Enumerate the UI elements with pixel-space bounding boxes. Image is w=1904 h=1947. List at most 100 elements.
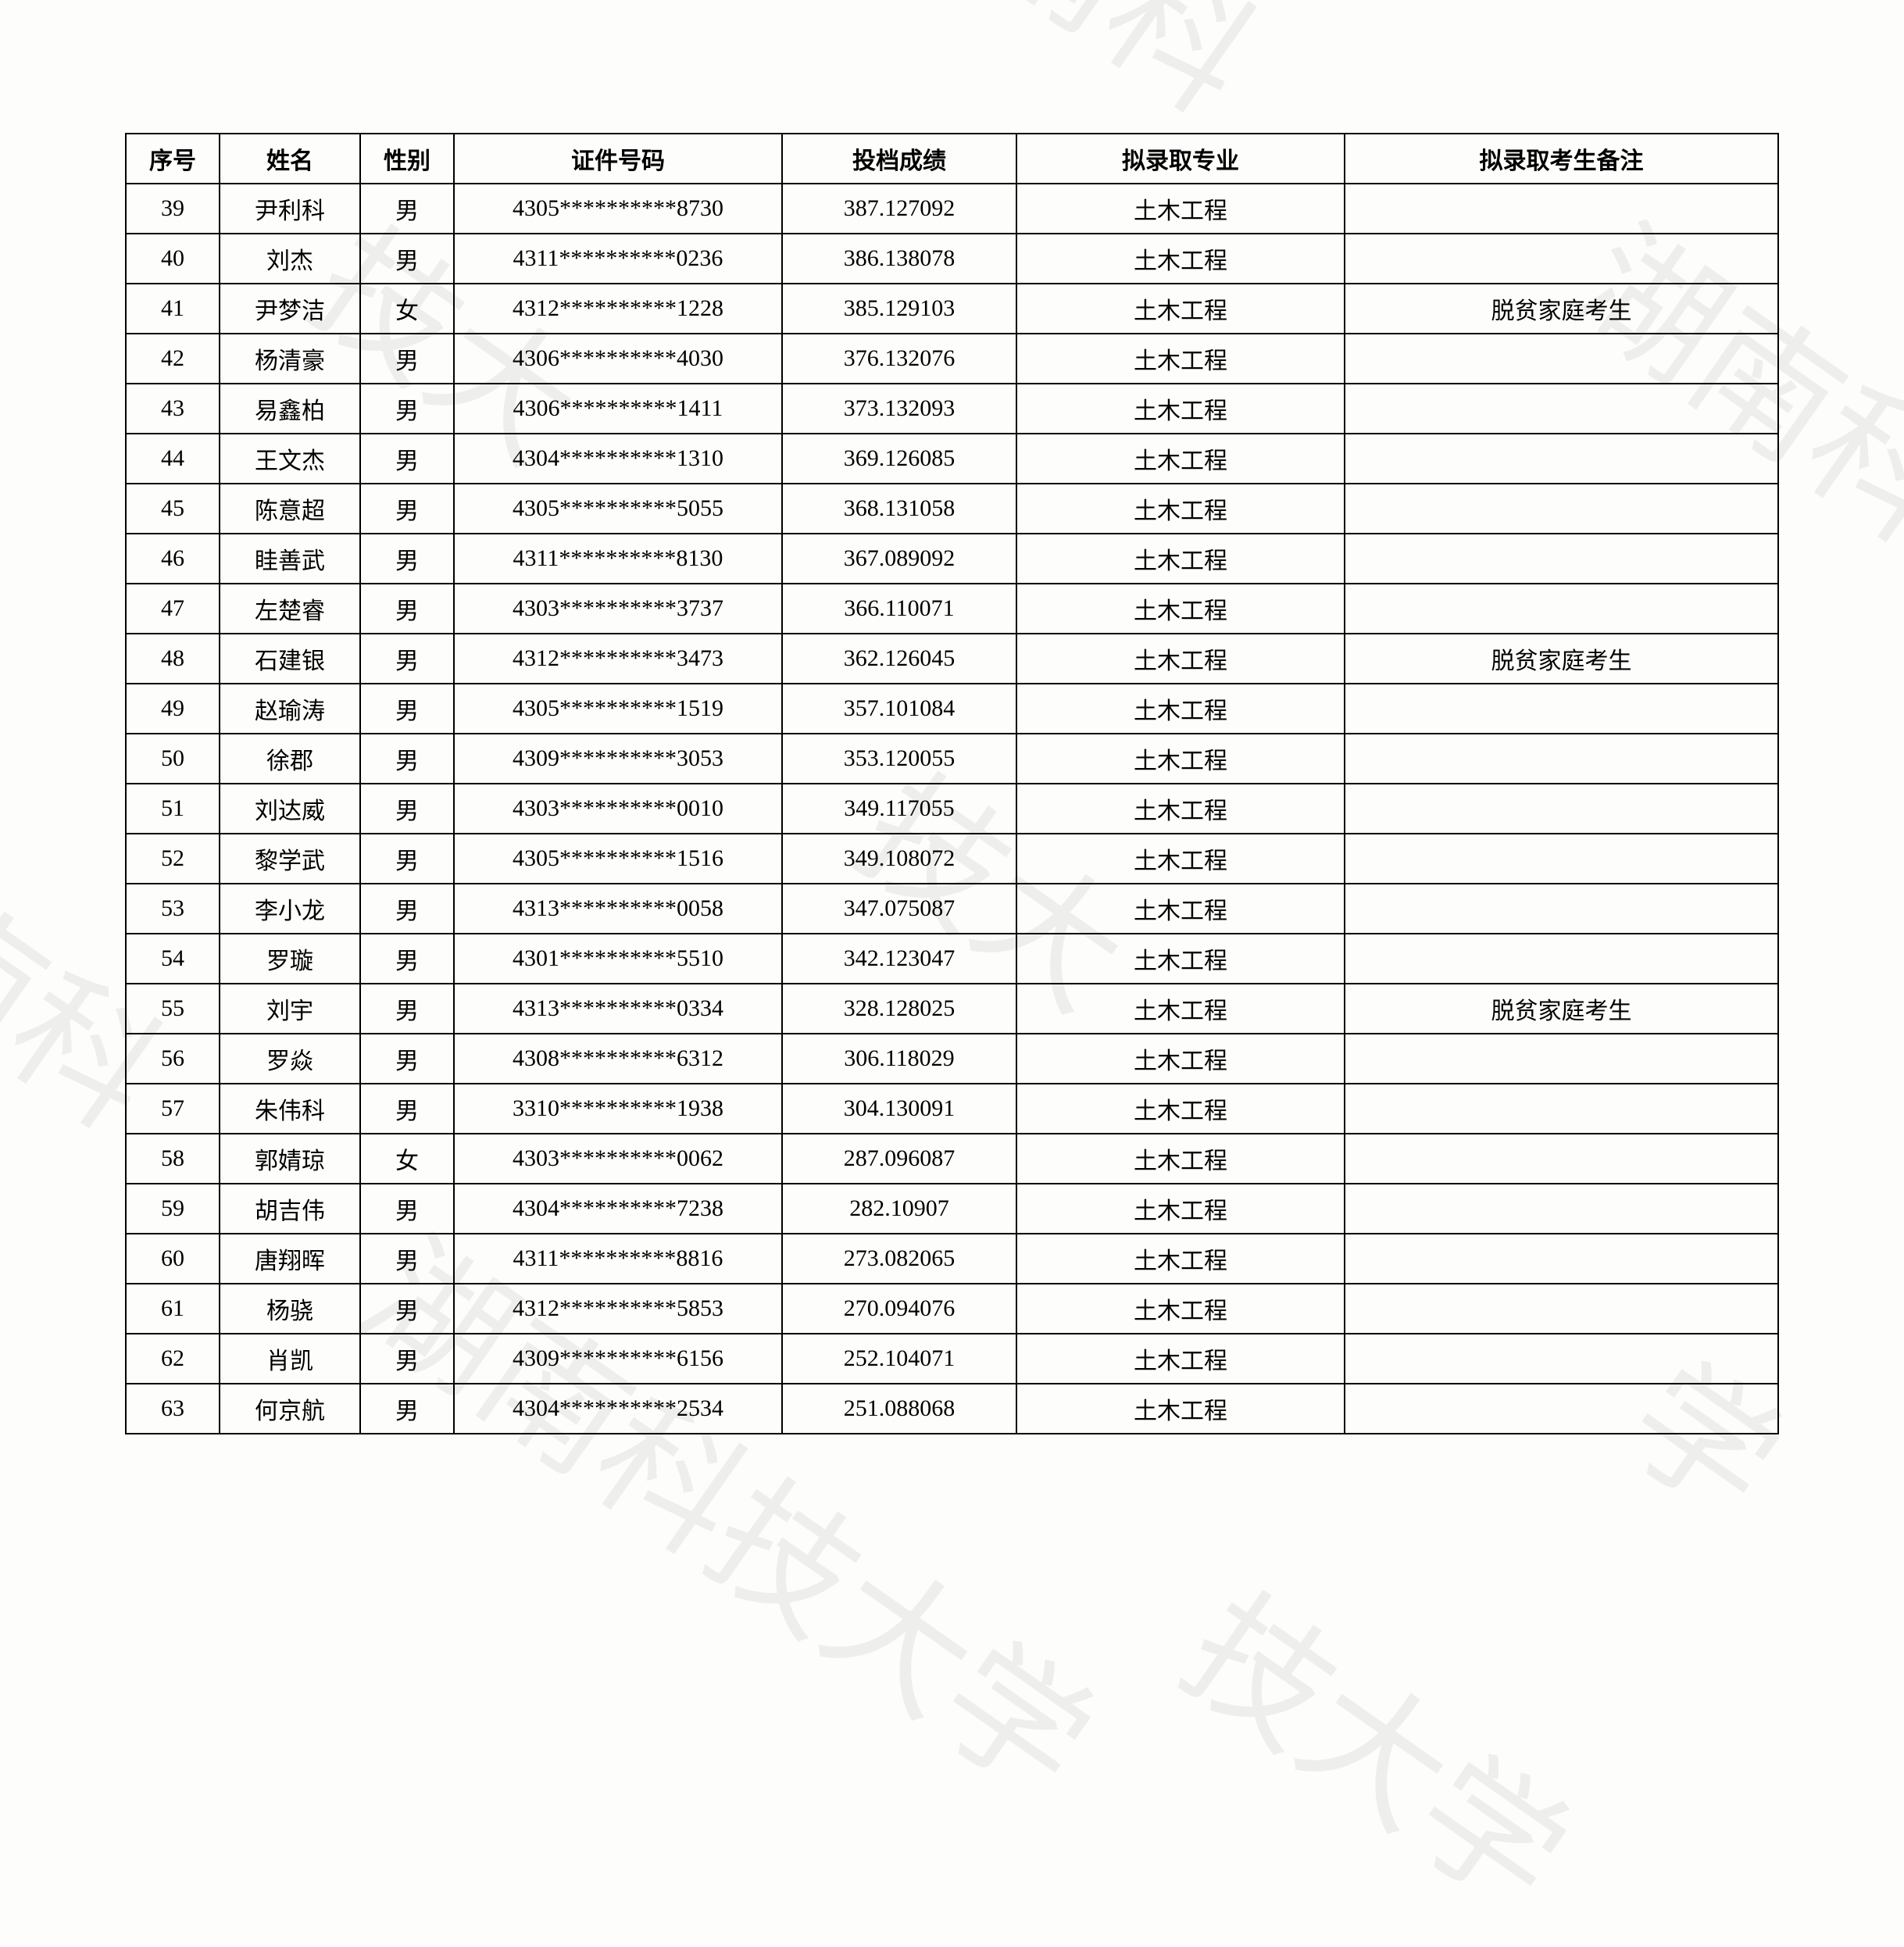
cell-seq: 60	[126, 1234, 220, 1284]
cell-seq: 57	[126, 1084, 220, 1134]
cell-gender: 男	[360, 784, 454, 834]
table-row: 39尹利科男4305**********8730387.127092土木工程	[126, 184, 1778, 234]
table-header: 序号 姓名 性别 证件号码 投档成绩 拟录取专业 拟录取考生备注	[126, 134, 1778, 184]
cell-name: 眭善武	[220, 534, 360, 584]
cell-major: 土木工程	[1016, 984, 1345, 1034]
col-header-score: 投档成绩	[782, 134, 1016, 184]
table-row: 55刘宇男4313**********0334328.128025土木工程脱贫家…	[126, 984, 1778, 1034]
cell-major: 土木工程	[1016, 234, 1345, 284]
cell-id: 4311**********8130	[454, 534, 782, 584]
cell-remark	[1345, 584, 1778, 634]
cell-id: 4308**********6312	[454, 1034, 782, 1084]
cell-name: 李小龙	[220, 884, 360, 934]
table-row: 49赵瑜涛男4305**********1519357.101084土木工程	[126, 684, 1778, 734]
cell-seq: 46	[126, 534, 220, 584]
cell-id: 4304**********7238	[454, 1184, 782, 1234]
cell-id: 4305**********1516	[454, 834, 782, 884]
cell-seq: 55	[126, 984, 220, 1034]
cell-major: 土木工程	[1016, 184, 1345, 234]
cell-id: 4303**********3737	[454, 584, 782, 634]
cell-gender: 男	[360, 234, 454, 284]
cell-score: 362.126045	[782, 634, 1016, 684]
cell-seq: 54	[126, 934, 220, 984]
cell-gender: 男	[360, 934, 454, 984]
cell-remark	[1345, 434, 1778, 484]
cell-gender: 男	[360, 1284, 454, 1334]
cell-score: 385.129103	[782, 284, 1016, 334]
table-row: 58郭婧琼女4303**********0062287.096087土木工程	[126, 1134, 1778, 1184]
cell-major: 土木工程	[1016, 684, 1345, 734]
cell-seq: 45	[126, 484, 220, 534]
cell-gender: 男	[360, 434, 454, 484]
cell-id: 4309**********3053	[454, 734, 782, 784]
cell-gender: 男	[360, 634, 454, 684]
cell-major: 土木工程	[1016, 884, 1345, 934]
table-row: 48石建银男4312**********3473362.126045土木工程脱贫…	[126, 634, 1778, 684]
cell-major: 土木工程	[1016, 834, 1345, 884]
cell-gender: 男	[360, 884, 454, 934]
cell-remark	[1345, 884, 1778, 934]
cell-seq: 50	[126, 734, 220, 784]
cell-score: 367.089092	[782, 534, 1016, 584]
cell-score: 353.120055	[782, 734, 1016, 784]
cell-gender: 男	[360, 834, 454, 884]
cell-major: 土木工程	[1016, 534, 1345, 584]
cell-name: 朱伟科	[220, 1084, 360, 1134]
cell-major: 土木工程	[1016, 584, 1345, 634]
cell-gender: 男	[360, 184, 454, 234]
cell-id: 4306**********4030	[454, 334, 782, 384]
table-row: 46眭善武男4311**********8130367.089092土木工程	[126, 534, 1778, 584]
cell-gender: 女	[360, 1134, 454, 1184]
cell-gender: 男	[360, 1084, 454, 1134]
table-row: 47左楚睿男4303**********3737366.110071土木工程	[126, 584, 1778, 634]
cell-remark	[1345, 1234, 1778, 1284]
cell-major: 土木工程	[1016, 1234, 1345, 1284]
cell-seq: 56	[126, 1034, 220, 1084]
cell-score: 270.094076	[782, 1284, 1016, 1334]
cell-score: 347.075087	[782, 884, 1016, 934]
cell-remark	[1345, 1034, 1778, 1084]
cell-remark	[1345, 1334, 1778, 1384]
cell-name: 尹利科	[220, 184, 360, 234]
cell-major: 土木工程	[1016, 1184, 1345, 1234]
cell-name: 尹梦洁	[220, 284, 360, 334]
cell-name: 肖凯	[220, 1334, 360, 1384]
cell-major: 土木工程	[1016, 1084, 1345, 1134]
table-row: 52黎学武男4305**********1516349.108072土木工程	[126, 834, 1778, 884]
cell-name: 赵瑜涛	[220, 684, 360, 734]
cell-seq: 63	[126, 1384, 220, 1434]
cell-id: 4313**********0058	[454, 884, 782, 934]
cell-score: 304.130091	[782, 1084, 1016, 1134]
table-row: 41尹梦洁女4312**********1228385.129103土木工程脱贫…	[126, 284, 1778, 334]
cell-score: 349.117055	[782, 784, 1016, 834]
cell-remark	[1345, 1184, 1778, 1234]
cell-seq: 40	[126, 234, 220, 284]
cell-name: 唐翔晖	[220, 1234, 360, 1284]
cell-remark	[1345, 484, 1778, 534]
cell-id: 4309**********6156	[454, 1334, 782, 1384]
cell-gender: 男	[360, 1384, 454, 1434]
table-row: 45陈意超男4305**********5055368.131058土木工程	[126, 484, 1778, 534]
cell-major: 土木工程	[1016, 1384, 1345, 1434]
cell-gender: 男	[360, 1234, 454, 1284]
cell-remark: 脱贫家庭考生	[1345, 634, 1778, 684]
table-row: 56罗焱男4308**********6312306.118029土木工程	[126, 1034, 1778, 1084]
cell-name: 刘杰	[220, 234, 360, 284]
cell-id: 4304**********1310	[454, 434, 782, 484]
cell-score: 357.101084	[782, 684, 1016, 734]
cell-id: 4311**********0236	[454, 234, 782, 284]
cell-gender: 男	[360, 734, 454, 784]
cell-name: 郭婧琼	[220, 1134, 360, 1184]
cell-major: 土木工程	[1016, 934, 1345, 984]
col-header-id: 证件号码	[454, 134, 782, 184]
cell-id: 4313**********0334	[454, 984, 782, 1034]
col-header-major: 拟录取专业	[1016, 134, 1345, 184]
cell-remark	[1345, 384, 1778, 434]
cell-name: 罗璇	[220, 934, 360, 984]
cell-seq: 43	[126, 384, 220, 434]
cell-score: 273.082065	[782, 1234, 1016, 1284]
cell-score: 328.128025	[782, 984, 1016, 1034]
cell-gender: 女	[360, 284, 454, 334]
cell-score: 373.132093	[782, 384, 1016, 434]
cell-major: 土木工程	[1016, 1134, 1345, 1184]
